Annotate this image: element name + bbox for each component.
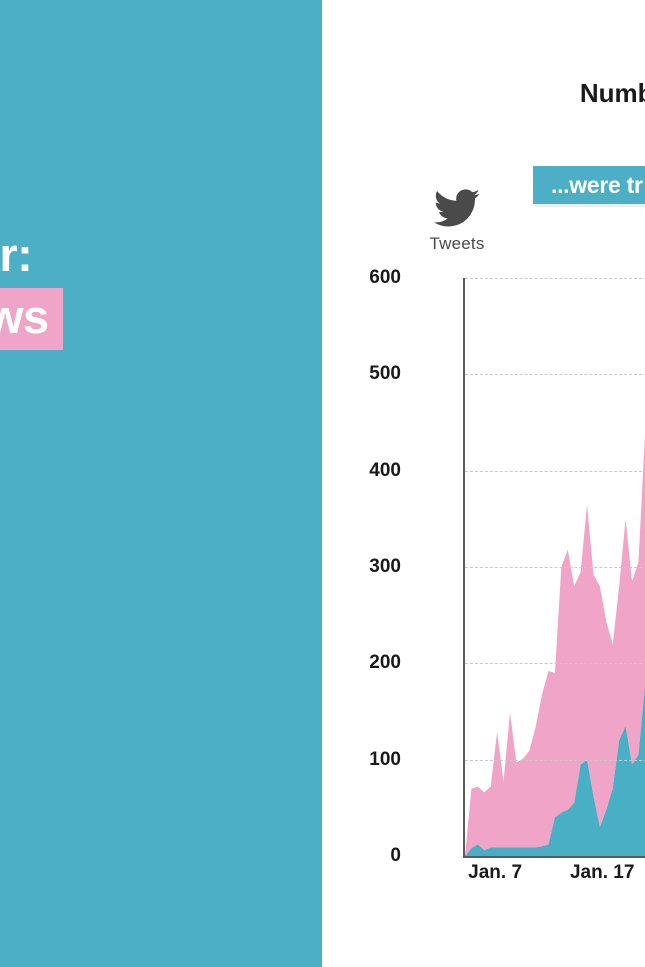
callout-badge-label: ...were tr — [551, 171, 643, 198]
chart-panel: Number of Twee menti ...were tr Tweets 0… — [322, 0, 645, 967]
callout-badge: ...were tr — [533, 166, 645, 204]
x-axis-tick-label: Jan. 7 — [468, 862, 523, 883]
y-axis-tick-label: 100 — [369, 748, 401, 770]
gridline — [465, 374, 645, 376]
teal-area-series — [465, 686, 645, 856]
gridline — [465, 470, 645, 472]
plot-inner: 0 100 200 300 400 500 600 — [369, 267, 645, 866]
twitter-series-key: Tweets — [412, 188, 502, 254]
twitter-bird-icon — [412, 188, 502, 228]
gridline — [465, 567, 645, 568]
gridline — [465, 759, 645, 761]
left-intro-panel: the War: ke News official Russian rgely … — [0, 0, 322, 967]
chart-title: Number of Twee menti — [470, 78, 645, 140]
gridline — [465, 278, 645, 279]
headline-line-1: the War: — [0, 228, 33, 281]
y-axis-tick-label: 600 — [369, 267, 401, 288]
body-line: e information — [0, 501, 82, 520]
body-line: rgely responsi- — [0, 443, 82, 462]
headline-line-2-wrapper: ke News — [0, 282, 322, 350]
y-axis-tick-label: 400 — [369, 459, 401, 481]
tweets-axis-label: Tweets — [429, 234, 485, 253]
body-copy: official Russian rgely responsi- tion. B… — [0, 424, 82, 578]
chart-title-line-2: menti — [470, 109, 645, 140]
y-axis-tick-label: 200 — [369, 652, 401, 674]
gridline — [465, 663, 645, 665]
x-axis: Jan. 7 Jan. 17 — [405, 862, 645, 892]
headline: the War: ke News — [0, 228, 322, 350]
body-line: official Russian — [0, 424, 82, 443]
x-axis-tick-label: Jan. 17 — [569, 862, 635, 883]
stacked-area-series — [465, 433, 645, 856]
plot-area: 0 100 200 300 400 500 600 — [369, 267, 645, 866]
y-axis-tick-label: 0 — [390, 845, 401, 866]
body-line: tion. Between — [0, 462, 82, 481]
body-line: 0 million likes, — [0, 558, 82, 577]
pink-area-series — [465, 433, 645, 856]
body-line: were retweet- — [0, 539, 82, 558]
y-axis-tick-label: 300 — [369, 556, 401, 577]
y-axis-tick-label: 500 — [369, 363, 401, 385]
headline-highlight: ke News — [0, 288, 63, 350]
body-line: , they tweeted — [0, 482, 82, 501]
chart-title-line-1: Number of Twee — [579, 78, 645, 108]
body-line: which sought — [0, 520, 82, 539]
